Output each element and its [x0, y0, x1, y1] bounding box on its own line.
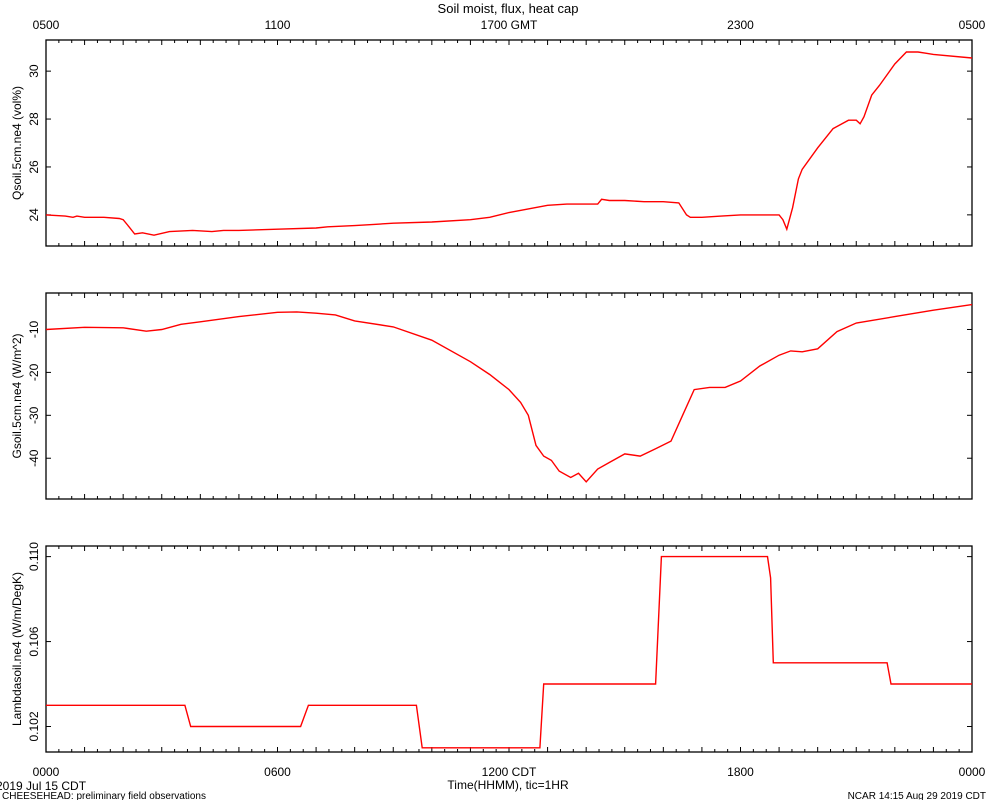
- x-tick-label: 1200 CDT: [482, 765, 537, 779]
- x-tick-label: 0500: [33, 18, 60, 32]
- footer-date: 2019 Jul 15 CDT: [0, 779, 87, 793]
- y-tick-label: -30: [27, 406, 41, 424]
- x-tick-label: 0600: [264, 765, 291, 779]
- y-tick-label: 0.102: [27, 711, 41, 741]
- y-axis-label: Qsoil.5cm.ne4 (vol%): [10, 86, 24, 200]
- y-axis-label: Lambdasoil.ne4 (W/m/DegK): [10, 572, 24, 726]
- y-tick-label: 30: [27, 64, 41, 78]
- bottom-axis-tick-labels: 0000 0600 1200 CDT 1800 0000: [33, 765, 986, 779]
- series-line: [45, 303, 973, 483]
- x-tick-label: 2300: [727, 18, 754, 32]
- x-tick-label: 1100: [265, 18, 291, 32]
- footer-right-note: NCAR 14:15 Aug 29 2019 CDT: [848, 791, 986, 800]
- x-tick-label: 1700 GMT: [481, 18, 538, 32]
- y-tick-label: 0.110: [27, 542, 41, 571]
- y-tick-label: 0.106: [27, 626, 41, 656]
- panel-frame: [45, 39, 973, 247]
- x-axis-label: Time(HHMM), tic=1HR: [447, 778, 569, 792]
- y-tick-label: -10: [27, 320, 41, 338]
- x-tick-label: 0000: [33, 765, 60, 779]
- footer-left-note: CHEESEHEAD: preliminary field observatio…: [2, 791, 206, 800]
- y-tick-label: 28: [27, 112, 41, 126]
- y-tick-label: 26: [27, 160, 41, 174]
- series-line: [46, 555, 972, 749]
- y-tick-label: -20: [27, 363, 41, 381]
- x-tick-label: 0500: [959, 18, 986, 32]
- x-tick-label: 1800: [727, 765, 754, 779]
- y-tick-label: 24: [27, 208, 41, 222]
- series-line: [45, 51, 973, 236]
- y-tick-label: -40: [27, 449, 41, 467]
- x-tick-label: 0000: [959, 765, 986, 779]
- chart-title: Soil moist, flux, heat cap: [438, 1, 579, 16]
- top-axis-tick-labels: 0500 1100 1700 GMT 2300 0500: [33, 18, 986, 32]
- panel-frame: [45, 545, 973, 753]
- y-axis-label: Gsoil.5cm.ne4 (W/m^2): [10, 334, 24, 459]
